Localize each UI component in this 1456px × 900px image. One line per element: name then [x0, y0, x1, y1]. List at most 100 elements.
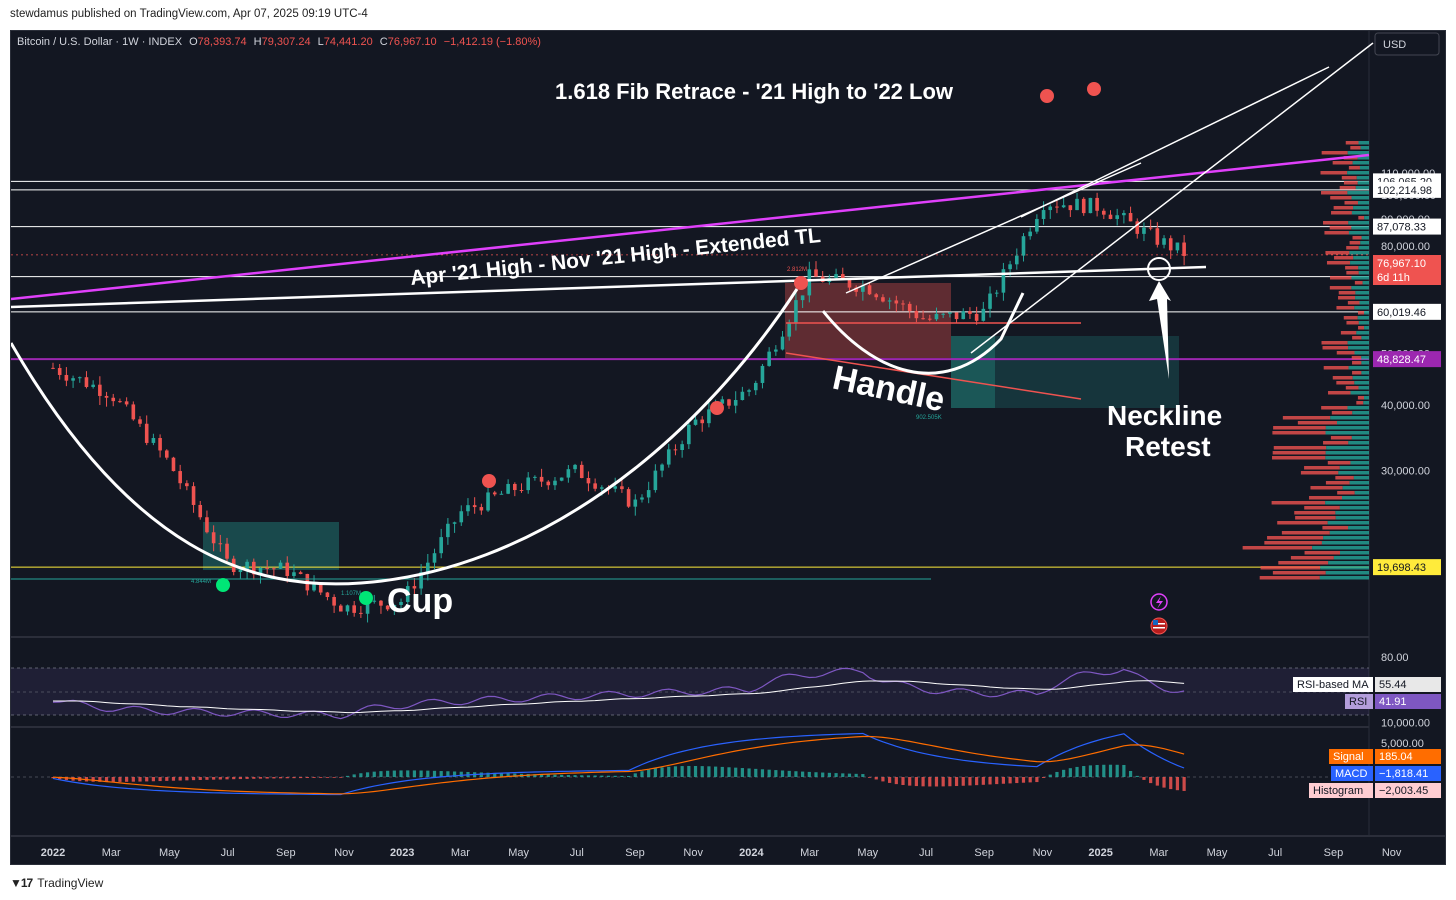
- macd-hist-bar: [1041, 777, 1046, 778]
- candle-body: [332, 597, 336, 606]
- time-tick-14: May: [857, 847, 878, 859]
- macd-hist-bar: [881, 777, 885, 782]
- candle-body: [513, 483, 517, 491]
- macd-hist-bar: [995, 777, 999, 785]
- volume-bar-sell: [1297, 421, 1337, 425]
- volume-bar-buy: [1338, 471, 1369, 475]
- signal-dots: [216, 82, 1101, 605]
- candle-body: [1155, 228, 1160, 245]
- volume-bar-buy: [1312, 546, 1369, 550]
- volume-bar-sell: [1320, 171, 1348, 175]
- macd-hist-bar: [245, 777, 249, 779]
- macd-hist-bar: [700, 766, 704, 777]
- macd-hist-bar: [446, 771, 450, 777]
- macd-hist-bar: [794, 771, 798, 777]
- volume-bar-sell: [1331, 411, 1353, 415]
- cup-curve[interactable]: [11, 288, 799, 586]
- candle-body: [138, 419, 142, 424]
- signal-value: 185.04: [1379, 751, 1413, 763]
- candle-body: [733, 400, 738, 406]
- macd-label: MACD: [1335, 768, 1367, 780]
- signal-value-box: [1375, 749, 1441, 764]
- macd-hist-bar: [653, 768, 657, 777]
- macd-hist-bar: [747, 768, 751, 777]
- candle-body: [225, 543, 229, 559]
- macd-hist-bar: [1008, 777, 1012, 784]
- volume-bar-buy: [1335, 516, 1369, 520]
- macd-hist-bar: [874, 777, 878, 780]
- macd-hist-bar: [104, 777, 109, 782]
- macd-hist-bar: [165, 777, 169, 781]
- macd-hist-bar: [1075, 766, 1079, 777]
- macd-hist-bar: [158, 777, 162, 782]
- retest-circle[interactable]: [1147, 257, 1171, 281]
- macd-hist-bar: [258, 777, 263, 779]
- candle-body: [51, 367, 55, 369]
- macd-hist-bar: [801, 771, 805, 777]
- volume-bar-buy: [1347, 406, 1369, 410]
- candle-body: [124, 401, 129, 405]
- macd-hist-bar: [1128, 770, 1133, 777]
- price-tick-7: 10,000.00: [1381, 717, 1430, 729]
- macd-hist-bar: [774, 770, 778, 777]
- candle-body: [1021, 236, 1026, 256]
- volume-bar-buy: [1328, 561, 1369, 565]
- rsi-pane: [52, 667, 1185, 720]
- lightning-icon[interactable]: [1150, 593, 1168, 611]
- macd-hist-bar: [934, 777, 939, 787]
- macd-line: [52, 732, 1185, 796]
- macd-hist-bar: [64, 777, 68, 781]
- candle-body: [439, 537, 443, 554]
- candle-body: [1108, 214, 1113, 219]
- volume-bar-buy: [1360, 146, 1369, 150]
- currency-button[interactable]: [1374, 32, 1440, 56]
- macd-hist-bar: [941, 777, 945, 787]
- candle-body: [794, 300, 798, 323]
- candle-body: [666, 449, 671, 465]
- candle-body: [727, 399, 731, 406]
- volume-bar-sell: [1322, 526, 1349, 530]
- candle-body: [566, 469, 571, 478]
- rsi-ma-value-box: [1375, 677, 1441, 692]
- macd-hist-bar: [1175, 777, 1180, 791]
- time-tick-5: Nov: [334, 847, 354, 859]
- macd-hist-bar: [111, 777, 115, 782]
- candle-body: [1088, 197, 1093, 214]
- extended-trendline[interactable]: [11, 153, 1370, 301]
- macd-hist-bar: [352, 774, 356, 777]
- candle-body: [747, 390, 751, 392]
- time-axis[interactable]: 2022 Mar May Jul Sep Nov 2023 Mar May Jul Sep Nov 20…: [41, 847, 1402, 859]
- chart-frame[interactable]: Bitcoin / U.S. Dollar · 1W · INDEX O78,3…: [10, 30, 1446, 865]
- time-tick-17: Nov: [1033, 847, 1053, 859]
- macd-hist-bar: [861, 774, 865, 777]
- macd-hist-bar: [821, 772, 825, 777]
- macd-hist-bar: [419, 770, 423, 777]
- fib-annotation: 1.618 Fib Retrace - '21 High to '22 Low: [555, 79, 954, 104]
- hist-label: Histogram: [1313, 785, 1363, 797]
- macd-hist-bar: [740, 768, 744, 777]
- volume-bar-sell: [1358, 216, 1365, 220]
- candle-body: [392, 604, 397, 610]
- volume-bar-buy: [1348, 441, 1369, 445]
- price-axis[interactable]: 110,000.00100,000.0090,000.0080,000.0050…: [1381, 168, 1436, 729]
- candle-body: [901, 303, 905, 305]
- candle-body: [345, 605, 350, 612]
- volume-bar-buy: [1339, 466, 1369, 470]
- volume-bar-sell: [1326, 261, 1351, 265]
- candle-body: [191, 486, 196, 505]
- handle-curve[interactable]: [821, 292, 1025, 375]
- macd-hist-bar: [1108, 764, 1113, 777]
- macd-hist-bar: [1182, 777, 1186, 791]
- volume-bar-sell: [1334, 256, 1354, 260]
- candle-body: [205, 517, 209, 533]
- macd-hist-bar: [1082, 766, 1086, 777]
- neckline[interactable]: [11, 265, 1207, 309]
- signal-dot-0: [1040, 89, 1054, 103]
- time-tick-4: Sep: [276, 847, 296, 859]
- macd-hist-bar: [359, 773, 363, 777]
- macd-hist-bar: [372, 771, 376, 777]
- candle-body: [1014, 255, 1019, 265]
- macd-hist-bar: [151, 777, 155, 782]
- chart-svg[interactable]: Bitcoin / U.S. Dollar · 1W · INDEX O78,3…: [11, 31, 1445, 864]
- candle-body: [1115, 215, 1119, 219]
